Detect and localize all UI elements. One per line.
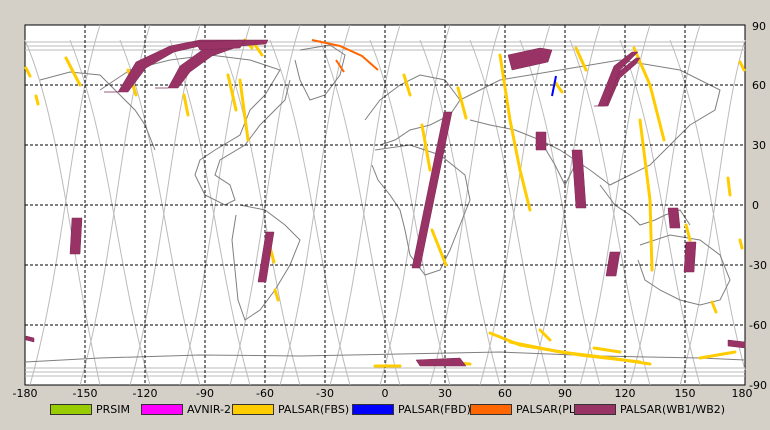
x-tick: -90 [196, 387, 214, 400]
coast-south-america [231, 204, 301, 321]
legend-swatch [141, 403, 183, 415]
x-tick: 90 [558, 387, 572, 400]
y-tick: -30 [749, 259, 767, 272]
x-tick: -60 [256, 387, 274, 400]
legend-item-palsar-fbd: PALSAR(FBD) [352, 402, 471, 416]
x-tick: -150 [73, 387, 98, 400]
x-tick: 120 [615, 387, 636, 400]
x-tick: -120 [133, 387, 158, 400]
graticule [25, 25, 745, 385]
palsar-fbd-strips[interactable] [551, 75, 557, 97]
legend-item-palsar-wb: PALSAR(WB1/WB2) [574, 402, 725, 416]
legend-item-avnir2: AVNIR-2 [141, 402, 231, 416]
y-tick: 60 [752, 79, 766, 92]
y-tick: -60 [749, 319, 767, 332]
legend-item-palsar-plr: PALSAR(PLR) [470, 402, 587, 416]
palsar-wb-swaths[interactable] [25, 39, 746, 367]
y-tick: 30 [752, 139, 766, 152]
y-tick: 0 [752, 199, 759, 212]
x-tick: 30 [438, 387, 452, 400]
legend-label: AVNIR-2 [187, 402, 231, 416]
legend-label: PALSAR(WB1/WB2) [620, 402, 726, 416]
y-tick: -90 [749, 379, 767, 392]
x-tick: -30 [316, 387, 334, 400]
coast-africa [371, 144, 471, 276]
x-tick: 60 [498, 387, 512, 400]
x-tick: 180 [732, 387, 753, 400]
x-tick: 150 [675, 387, 696, 400]
x-tick: 0 [382, 387, 389, 400]
legend-label: PALSAR(PLR) [516, 402, 587, 416]
coast-antarctica [24, 351, 746, 363]
legend-item-prism: PRSIM [50, 402, 130, 416]
legend-swatch [470, 403, 512, 415]
legend-swatch [50, 403, 92, 415]
y-tick: 90 [752, 20, 766, 33]
legend-swatch [574, 403, 616, 415]
legend: PRSIM AVNIR-2 PALSAR(FBS) PALSAR(FBD) PA… [0, 398, 770, 420]
legend-label: PALSAR(FBS) [278, 402, 350, 416]
legend-swatch [352, 403, 394, 415]
coast-north-america [99, 54, 291, 206]
legend-label: PRSIM [96, 402, 130, 416]
palsar-plr-strips[interactable] [311, 39, 379, 73]
legend-swatch [232, 403, 274, 415]
legend-label: PALSAR(FBD) [398, 402, 471, 416]
y-axis-ticks: 90 60 30 0 -30 -60 -90 [749, 20, 767, 392]
legend-item-palsar-fbs: PALSAR(FBS) [232, 402, 349, 416]
x-axis-ticks: -180 -150 -120 -90 -60 -30 0 30 60 90 12… [13, 387, 753, 400]
x-tick: -180 [13, 387, 38, 400]
